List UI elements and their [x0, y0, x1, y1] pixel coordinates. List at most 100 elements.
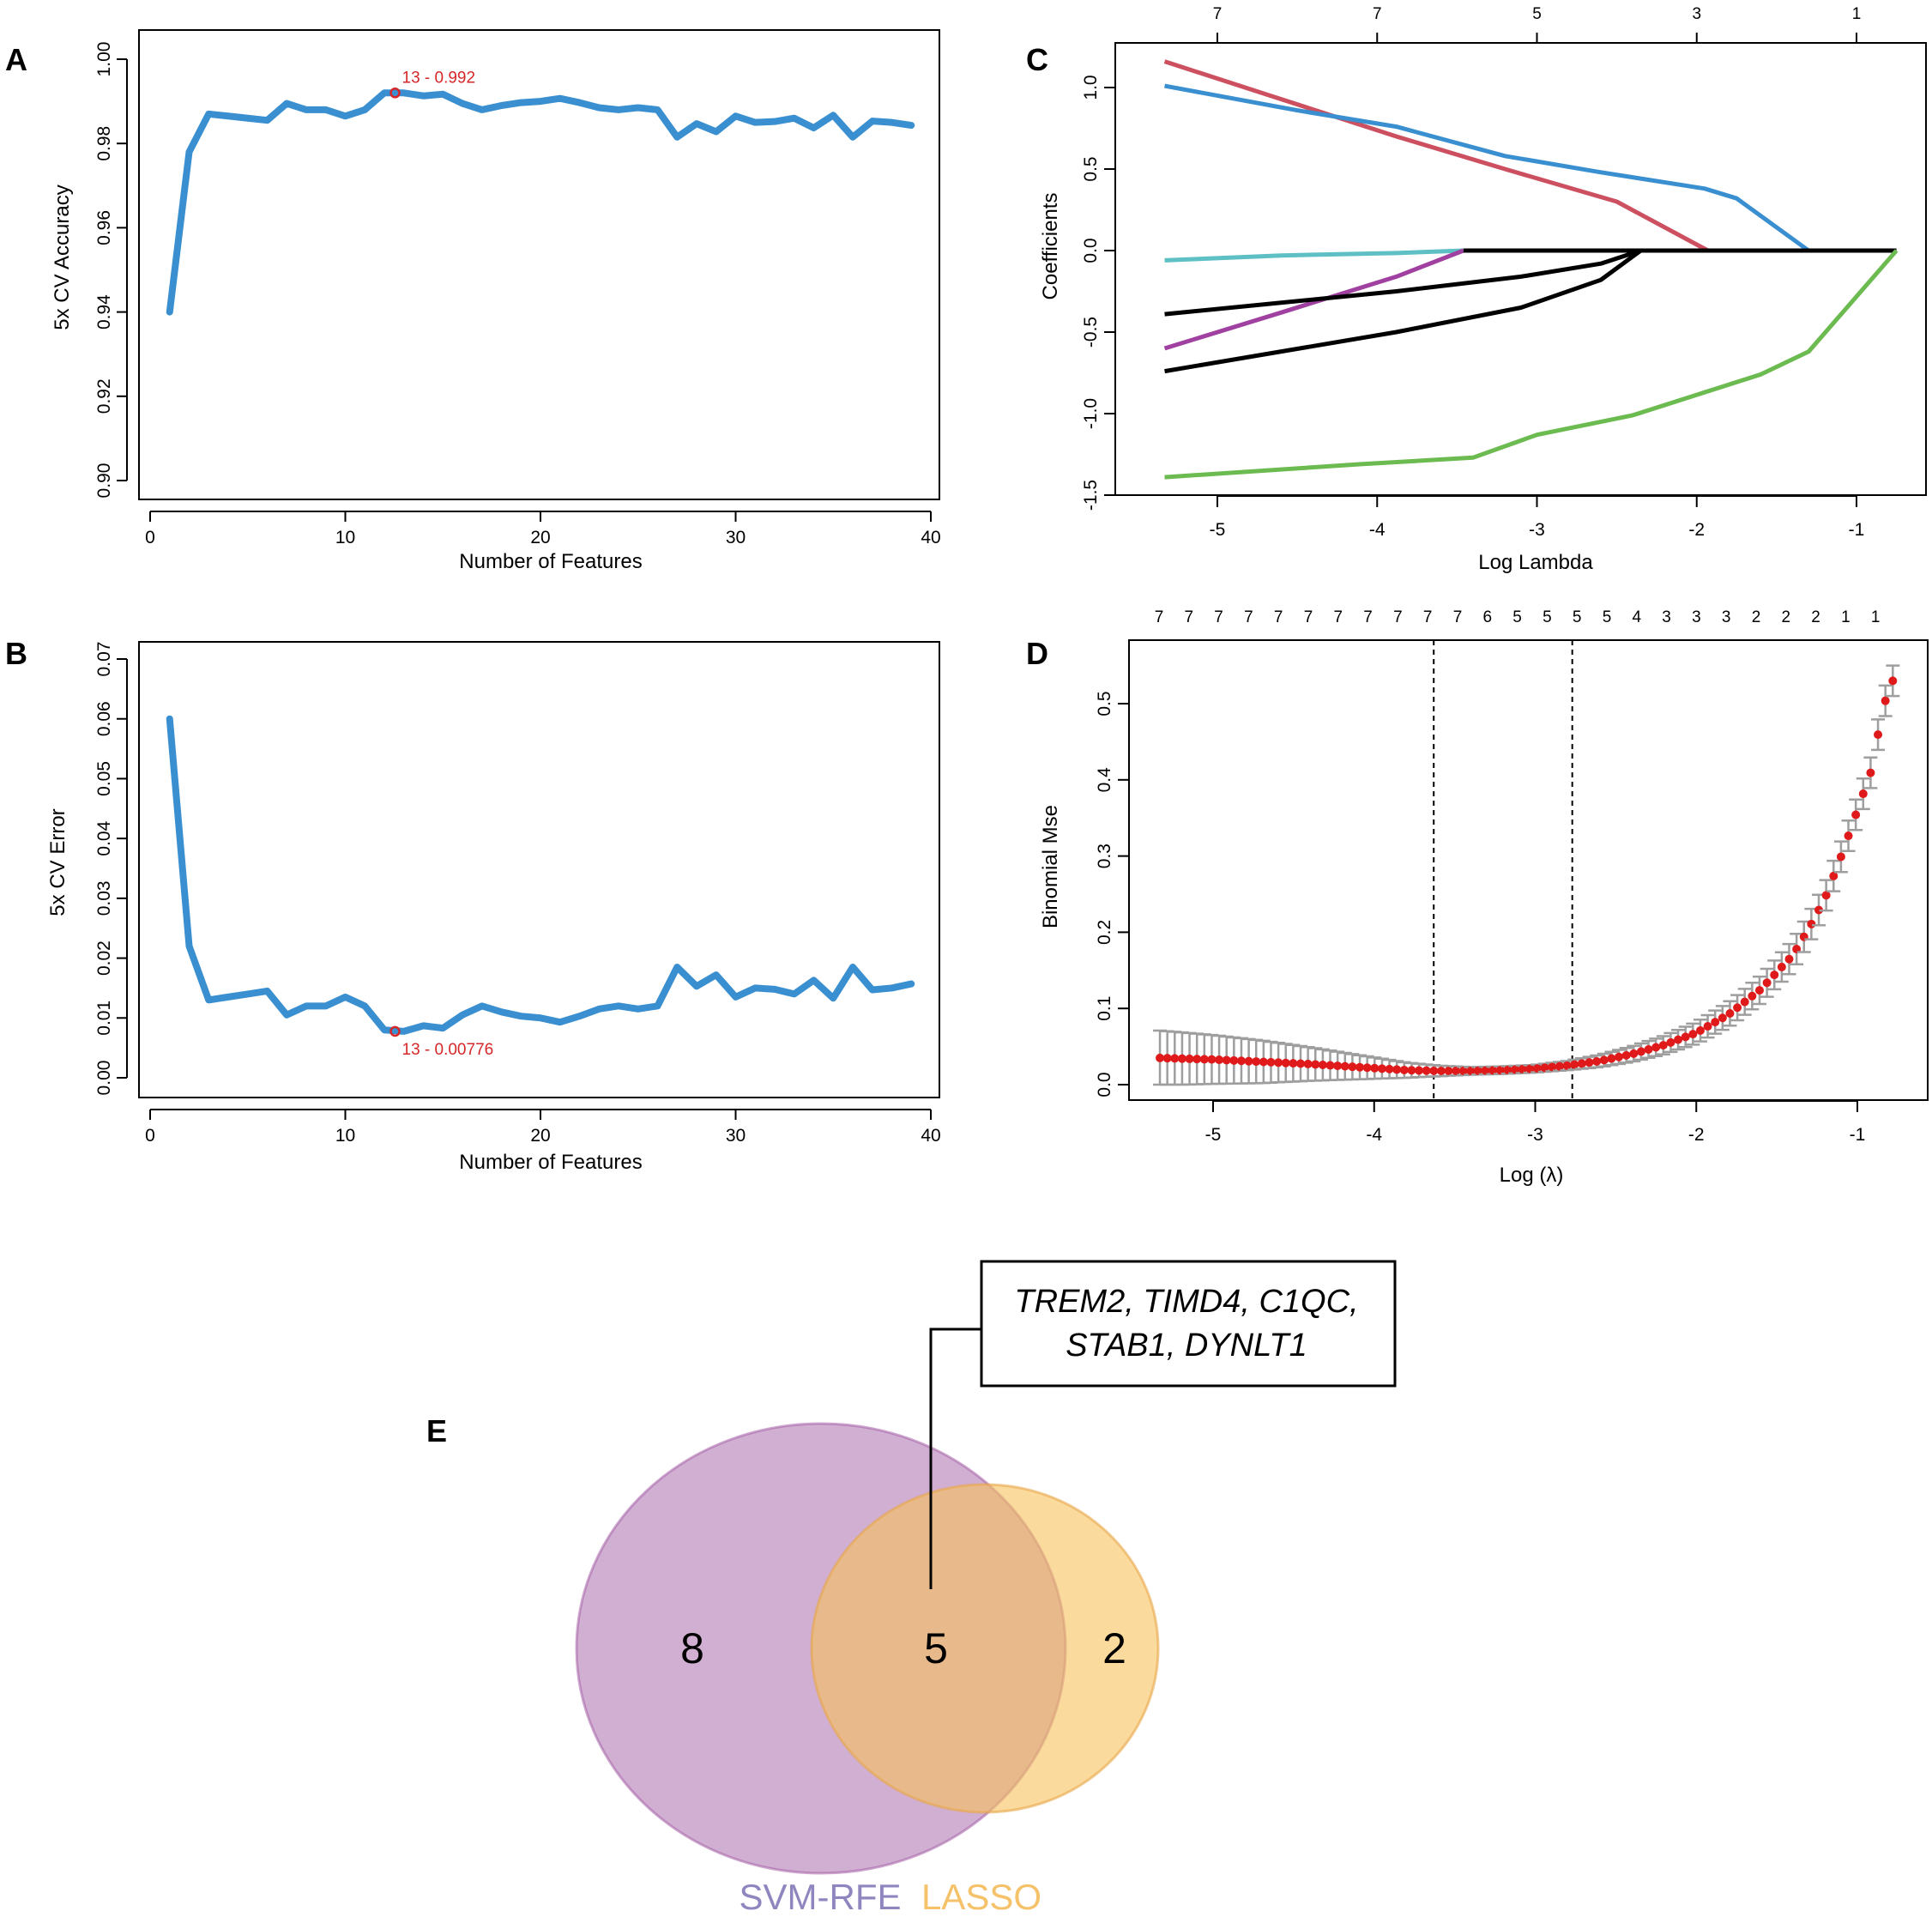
- top-count-label-d: 7: [1393, 608, 1403, 626]
- x-axis-title-d: Log (λ): [1500, 1164, 1564, 1187]
- mse-point-d: [1199, 1055, 1209, 1064]
- mse-point-d: [1325, 1061, 1335, 1070]
- x-tick-label-b: 10: [335, 1126, 355, 1146]
- mse-point-d: [1170, 1054, 1180, 1063]
- mse-point-d: [1488, 1066, 1498, 1075]
- mse-point-d: [1762, 978, 1772, 988]
- panel-letter-a: A: [5, 42, 27, 77]
- series-a: [166, 88, 915, 316]
- y-tick-label-a: 0.94: [94, 294, 114, 330]
- panel-letter-d: D: [1026, 636, 1048, 671]
- y-tick-label-c: -0.5: [1081, 317, 1101, 348]
- mse-point-d: [1770, 971, 1779, 980]
- coef-path-green: [1164, 249, 1899, 480]
- venn-circle-lasso: [810, 1483, 1160, 1814]
- highlight-label-a: 13 - 0.992: [402, 69, 476, 87]
- gene-callout-box: [980, 1260, 1397, 1388]
- mse-point-d: [1295, 1059, 1305, 1068]
- mse-point-d: [1577, 1059, 1586, 1068]
- x-tick-label-b: 40: [921, 1126, 940, 1146]
- y-tick-label-b: 0.05: [94, 761, 114, 796]
- y-tick-label-d: 0.3: [1095, 844, 1114, 868]
- highlight-marker-a: [389, 88, 401, 99]
- venn-label-lasso: LASSO: [921, 1877, 1041, 1917]
- mse-point-d: [1511, 1065, 1520, 1074]
- mse-point-d: [1274, 1058, 1283, 1067]
- mse-point-d: [1548, 1062, 1557, 1072]
- mse-point-d: [1711, 1018, 1720, 1027]
- mse-point-d: [1415, 1066, 1424, 1075]
- top-count-label-d: 6: [1483, 608, 1493, 626]
- panel-letter-c: C: [1026, 42, 1048, 77]
- mse-point-d: [1311, 1060, 1320, 1069]
- top-count-label-d: 2: [1811, 608, 1820, 626]
- panel-e-venn-diagram: E 8 5 2 TREM2, TIMD4, C1QC, STAB1, DYNLT…: [426, 1260, 1397, 1917]
- mse-point-d: [1874, 730, 1883, 740]
- axes-b: 0 10 20 30 40 0.00 0.01 0.02 0.03 0.04 0.05 0.06 0.0…: [94, 642, 941, 1146]
- y-tick-label-a: 0.98: [94, 126, 114, 161]
- mse-point-d: [1392, 1065, 1402, 1074]
- mse-point-d: [1888, 676, 1898, 686]
- y-tick-label-c: -1.5: [1081, 480, 1101, 511]
- series-c: [1163, 59, 1899, 480]
- venn-count-svm-rfe-only: 8: [680, 1624, 704, 1672]
- mse-point-d: [1814, 905, 1824, 915]
- top-count-label-d: 7: [1304, 608, 1313, 626]
- y-tick-label-c: 1.0: [1081, 75, 1101, 100]
- coef-path-black-2: [1164, 248, 1643, 374]
- mse-point-d: [1444, 1067, 1453, 1076]
- mse-point-d: [1244, 1056, 1253, 1066]
- mse-point-d: [1695, 1025, 1705, 1035]
- mse-point-d: [1754, 986, 1764, 995]
- gene-list-line-2: STAB1, DYNLT1: [1066, 1327, 1307, 1364]
- mse-point-d: [1266, 1057, 1276, 1067]
- mse-point-d: [1858, 789, 1868, 799]
- mse-point-d: [1807, 919, 1816, 928]
- mse-point-d: [1348, 1062, 1357, 1072]
- mse-point-d: [1615, 1052, 1624, 1061]
- top-count-label-d: 3: [1722, 608, 1731, 626]
- mse-point-d: [1718, 1013, 1727, 1023]
- y-tick-label-b: 0.03: [94, 880, 114, 916]
- mse-point-d: [1177, 1054, 1186, 1063]
- y-axis-title-d: Binomial Mse: [1039, 805, 1062, 928]
- mse-point-d: [1466, 1067, 1476, 1076]
- mse-point-d: [1289, 1059, 1298, 1068]
- panel-a-accuracy-chart: A 0 10 20 30 40 0.90 0.92 0.94 0.96 0.98 1.00 Numb…: [5, 29, 941, 573]
- mse-point-d: [1607, 1054, 1616, 1063]
- coef-path-purple: [1163, 248, 1464, 351]
- mse-point-d: [1207, 1055, 1217, 1064]
- y-tick-label-b: 0.04: [94, 820, 114, 856]
- mse-point-d: [1703, 1022, 1712, 1031]
- mse-point-d: [1784, 954, 1794, 964]
- mse-point-d: [1518, 1065, 1527, 1074]
- mse-point-d: [1192, 1055, 1202, 1064]
- mse-point-d: [1236, 1056, 1246, 1066]
- top-count-label-d: 7: [1155, 608, 1164, 626]
- top-count-label-d: 5: [1512, 608, 1522, 626]
- mse-point-d: [1881, 696, 1890, 705]
- mse-point-d: [1629, 1049, 1639, 1058]
- mse-point-d: [1303, 1059, 1313, 1068]
- venn-label-svm-rfe: SVM-RFE: [740, 1877, 902, 1917]
- coef-path-black-1: [1164, 248, 1642, 317]
- mse-point-d: [1429, 1066, 1439, 1075]
- mse-point-d: [1422, 1066, 1431, 1075]
- x-tick-label-a: 10: [335, 528, 355, 547]
- x-tick-label-c: -5: [1210, 520, 1226, 540]
- top-tick-label-c: 3: [1692, 5, 1701, 23]
- x-axis-title-b: Number of Features: [459, 1151, 642, 1174]
- mse-point-d: [1407, 1066, 1416, 1075]
- coef-path-red: [1163, 59, 1709, 253]
- top-count-label-d: 3: [1692, 608, 1701, 626]
- mse-point-d: [1733, 1003, 1742, 1013]
- mse-point-d: [1651, 1043, 1661, 1052]
- data-line-a: [166, 89, 915, 316]
- callout-leader-line: [929, 1327, 981, 1589]
- top-count-label-d: 7: [1214, 608, 1223, 626]
- y-tick-label-b: 0.07: [94, 642, 114, 677]
- mse-point-d: [1452, 1067, 1461, 1076]
- y-tick-label-b: 0.01: [94, 1001, 114, 1036]
- mse-point-d: [1399, 1065, 1409, 1074]
- top-count-label-d: 7: [1453, 608, 1463, 626]
